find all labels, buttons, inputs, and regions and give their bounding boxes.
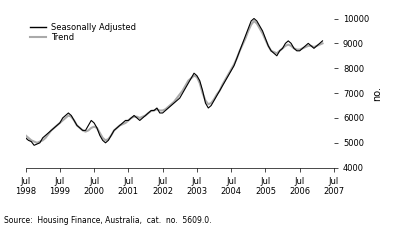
- Y-axis label: no.: no.: [372, 86, 382, 101]
- Text: Source:  Housing Finance, Australia,  cat.  no.  5609.0.: Source: Housing Finance, Australia, cat.…: [4, 216, 212, 225]
- Legend: Seasonally Adjusted, Trend: Seasonally Adjusted, Trend: [30, 23, 135, 42]
